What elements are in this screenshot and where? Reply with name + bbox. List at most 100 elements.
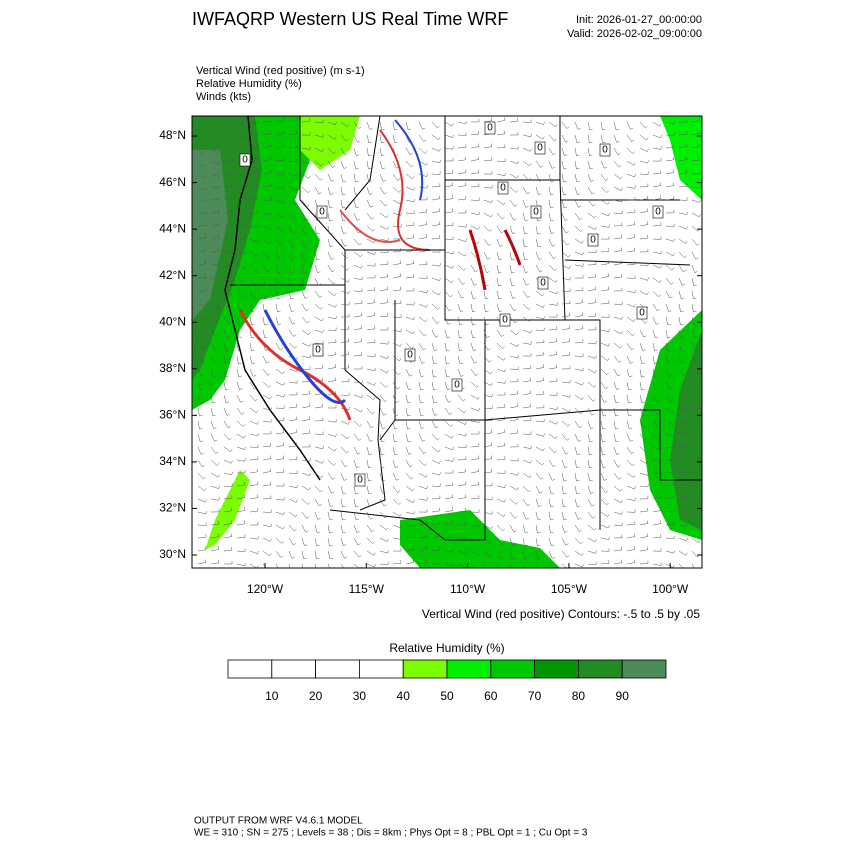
wind-barb: [691, 482, 701, 487]
wind-barb: [275, 550, 284, 558]
wind-barb: [665, 550, 675, 554]
wind-barb: [223, 420, 231, 429]
wind-barb: [483, 199, 493, 204]
wind-barb: [548, 459, 556, 468]
wind-barb: [496, 563, 499, 568]
wind-barb: [314, 445, 324, 450]
wind-barb: [431, 459, 441, 464]
wind-barb: [522, 431, 532, 435]
wind-barb: [574, 394, 584, 400]
contour-label-box: [599, 143, 611, 157]
footer-line: OUTPUT FROM WRF V4.6.1 MODEL: [194, 816, 363, 827]
wind-barb: [444, 157, 454, 162]
wind-barb: [366, 485, 372, 495]
wind-barb: [223, 147, 233, 152]
wind-barb: [275, 355, 284, 363]
wind-barb: [249, 550, 259, 555]
wind-barb: [470, 329, 476, 339]
wind-barb: [197, 394, 203, 404]
wind-barb: [327, 550, 333, 560]
wind-barb: [288, 355, 298, 361]
contour-label-box: [534, 141, 546, 155]
wind-barb: [418, 196, 428, 201]
wind-barb: [236, 329, 242, 339]
contour-label: 0: [537, 143, 543, 154]
wind-barb: [301, 238, 307, 248]
wind-barb: [678, 329, 684, 339]
wind-barb: [691, 394, 701, 398]
wind-barb: [639, 329, 647, 338]
wind-barb: [470, 381, 479, 388]
wind-barb: [509, 537, 516, 546]
wind-barb: [405, 459, 413, 468]
wind-barb: [276, 483, 285, 487]
wind-barb: [678, 495, 688, 500]
wind-barb: [353, 420, 362, 427]
wind-barb: [457, 468, 467, 474]
wind-barb: [197, 420, 203, 430]
wind-barb: [600, 260, 610, 266]
wind-barb: [470, 509, 480, 513]
wind-barb: [392, 147, 399, 156]
wind-barb: [626, 521, 636, 526]
wind-barb: [197, 260, 207, 266]
wind-barb: [522, 160, 532, 167]
wind-barb: [327, 498, 334, 507]
wind-barb: [431, 483, 441, 487]
wind-barb: [639, 147, 649, 152]
wind-barb: [431, 368, 437, 378]
wind-barb: [665, 420, 675, 426]
wind-barb: [275, 290, 281, 300]
wind-barb: [210, 485, 220, 489]
field-label: Winds (kts): [196, 91, 251, 103]
wind-barb: [496, 199, 506, 206]
wind-barb: [418, 407, 424, 417]
wind-barb: [236, 381, 243, 390]
wind-barb: [678, 251, 687, 259]
wind-barb: [600, 394, 607, 403]
wind-barb: [236, 433, 246, 439]
wind-barb: [262, 550, 272, 557]
wind-barb: [626, 197, 636, 201]
wind-barb: [639, 381, 645, 391]
wind-barb: [366, 186, 373, 195]
wind-barb: [691, 130, 701, 136]
wind-barb: [652, 158, 662, 162]
wind-barb: [561, 212, 568, 221]
wind-barb: [392, 134, 398, 144]
wind-barb: [418, 303, 428, 308]
wind-barb: [327, 264, 335, 273]
wind-barb: [405, 381, 412, 390]
wind-barb: [197, 355, 206, 363]
wind-barb: [418, 559, 428, 565]
wind-barb: [509, 457, 519, 462]
wind-barb: [275, 212, 285, 218]
wind-barb: [574, 472, 580, 482]
wind-barb: [561, 485, 567, 495]
wind-barb: [444, 208, 454, 214]
wind-barb: [574, 199, 582, 208]
wind-barb: [327, 472, 336, 480]
wind-barb: [639, 171, 649, 175]
wind-barb: [444, 394, 452, 403]
contour-label: 0: [357, 475, 363, 486]
wind-barb: [522, 341, 532, 345]
wind-barb: [249, 468, 259, 474]
wind-barb: [340, 290, 350, 294]
wind-barb: [301, 524, 309, 533]
wind-barb: [340, 433, 350, 440]
wind-barb: [236, 208, 246, 214]
wind-barb: [354, 366, 363, 370]
wind-barb: [431, 121, 440, 129]
wind-barb: [652, 507, 662, 513]
wind-barb: [275, 316, 282, 326]
wind-barb: [327, 511, 333, 521]
wind-barb: [236, 520, 246, 526]
wind-barb: [522, 316, 532, 322]
wind-barb: [418, 394, 424, 404]
wind-barb: [314, 431, 324, 435]
wind-barb: [600, 472, 608, 481]
wind-barb: [639, 121, 648, 129]
wind-barb: [574, 511, 582, 520]
wind-barb: [522, 472, 532, 478]
